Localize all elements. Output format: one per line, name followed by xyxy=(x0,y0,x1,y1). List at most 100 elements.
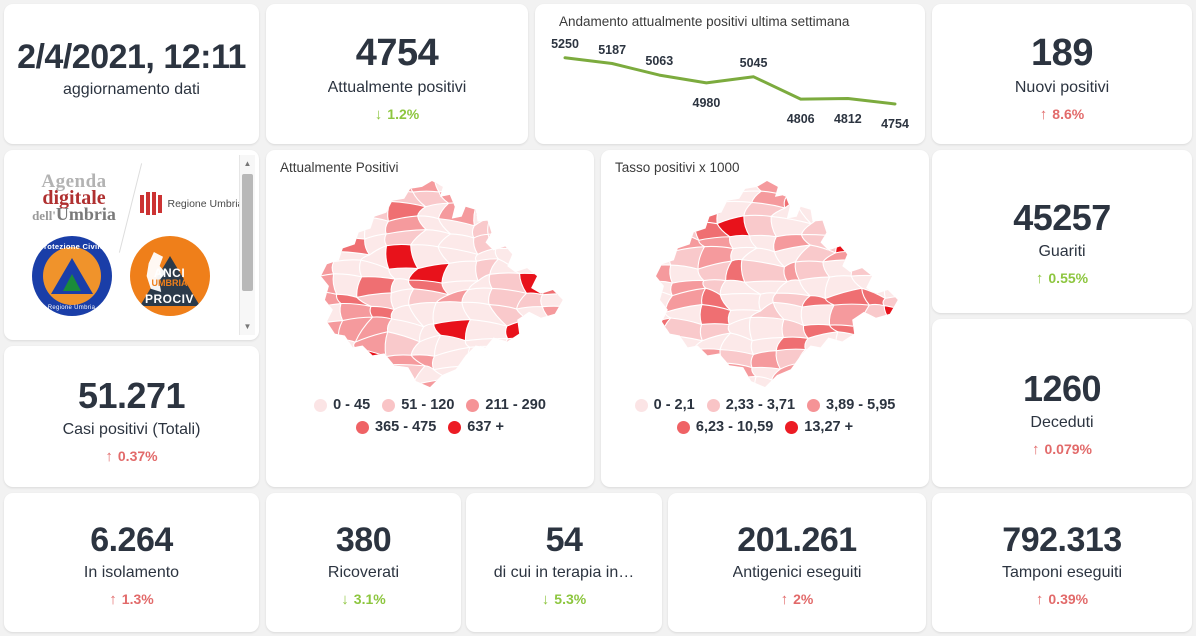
map-region[interactable] xyxy=(615,304,645,326)
map-region[interactable] xyxy=(356,377,390,395)
map-region[interactable] xyxy=(283,234,314,246)
map-region[interactable] xyxy=(636,377,681,395)
map-region[interactable] xyxy=(883,305,915,326)
map-region[interactable] xyxy=(489,203,529,225)
map-region[interactable] xyxy=(523,337,562,356)
map-region[interactable] xyxy=(548,353,580,370)
map-region[interactable] xyxy=(850,235,892,255)
map-region[interactable] xyxy=(380,177,415,194)
map-region[interactable] xyxy=(541,305,580,328)
map-region[interactable] xyxy=(643,350,680,372)
map-region[interactable] xyxy=(615,279,653,298)
map-region[interactable] xyxy=(850,250,889,267)
map-region[interactable] xyxy=(883,275,915,300)
map-region[interactable] xyxy=(500,382,525,393)
map-region[interactable] xyxy=(822,177,862,196)
map-region[interactable] xyxy=(280,365,314,379)
map-region[interactable] xyxy=(301,177,346,196)
map-region[interactable] xyxy=(876,188,915,207)
map-region[interactable] xyxy=(334,339,358,356)
map-region[interactable] xyxy=(520,374,555,395)
map-region[interactable] xyxy=(851,177,892,196)
map-region[interactable] xyxy=(636,367,682,381)
map-region[interactable] xyxy=(666,349,698,373)
map-region[interactable] xyxy=(851,347,893,372)
map-region[interactable] xyxy=(661,377,695,395)
map-region[interactable] xyxy=(524,345,559,370)
map-region[interactable] xyxy=(639,220,677,235)
map-region[interactable] xyxy=(285,263,317,282)
map-region[interactable] xyxy=(887,363,915,386)
map-region[interactable] xyxy=(283,326,309,338)
map-region[interactable] xyxy=(541,275,580,296)
map-region[interactable] xyxy=(615,206,652,223)
map-region[interactable] xyxy=(800,376,843,395)
map-region[interactable] xyxy=(522,222,562,238)
map-region[interactable] xyxy=(460,361,506,387)
map-region[interactable] xyxy=(835,331,865,355)
map-region[interactable] xyxy=(883,203,915,226)
map-region[interactable] xyxy=(833,347,856,372)
map-region[interactable] xyxy=(885,258,913,279)
map-region[interactable] xyxy=(280,218,314,240)
map-region[interactable] xyxy=(827,379,861,395)
map-region[interactable] xyxy=(329,193,369,205)
map-region[interactable] xyxy=(300,320,344,341)
map-region[interactable] xyxy=(829,192,862,209)
map-region[interactable] xyxy=(886,216,915,238)
scroll-up-icon[interactable]: ▲ xyxy=(243,159,252,168)
map-region[interactable] xyxy=(850,259,890,278)
map-region[interactable] xyxy=(646,280,675,297)
map-region[interactable] xyxy=(615,361,646,384)
map-region[interactable] xyxy=(672,186,699,211)
map-region[interactable] xyxy=(299,362,345,387)
map-region[interactable] xyxy=(541,374,580,395)
map-region[interactable] xyxy=(325,217,370,241)
map-region[interactable] xyxy=(467,178,492,192)
map-region[interactable] xyxy=(308,334,340,356)
map-region[interactable] xyxy=(474,188,509,207)
map-region[interactable] xyxy=(280,280,310,296)
map-region[interactable] xyxy=(356,177,386,196)
map-region[interactable] xyxy=(280,177,308,193)
map-region[interactable] xyxy=(540,292,580,309)
map-region[interactable] xyxy=(432,378,478,395)
map-region[interactable] xyxy=(615,349,647,369)
map-region[interactable] xyxy=(879,382,914,395)
map-region[interactable] xyxy=(875,177,915,194)
map-positivi-regions[interactable] xyxy=(280,177,580,395)
map-region[interactable] xyxy=(824,202,863,223)
map-region[interactable] xyxy=(797,362,842,381)
map-region[interactable] xyxy=(280,346,313,370)
map-region[interactable] xyxy=(332,177,368,196)
map-region[interactable] xyxy=(409,177,440,194)
map-region[interactable] xyxy=(467,345,509,367)
map-positivi-canvas[interactable] xyxy=(280,177,580,395)
map-region[interactable] xyxy=(848,380,890,395)
map-tasso-canvas[interactable] xyxy=(615,177,915,395)
map-region[interactable] xyxy=(300,192,335,209)
map-region[interactable] xyxy=(384,380,426,395)
map-region[interactable] xyxy=(770,376,812,395)
map-region[interactable] xyxy=(669,177,697,196)
map-region[interactable] xyxy=(550,199,580,227)
map-region[interactable] xyxy=(557,234,571,254)
map-region[interactable] xyxy=(889,319,915,343)
map-region[interactable] xyxy=(615,186,652,208)
map-tasso-regions[interactable] xyxy=(615,177,915,395)
map-region[interactable] xyxy=(302,202,345,224)
map-region[interactable] xyxy=(460,383,506,395)
map-region[interactable] xyxy=(306,273,338,295)
map-region[interactable] xyxy=(859,221,892,239)
map-region[interactable] xyxy=(280,335,313,351)
map-region[interactable] xyxy=(619,337,646,355)
map-region[interactable] xyxy=(688,362,735,381)
map-region[interactable] xyxy=(488,186,529,207)
map-region[interactable] xyxy=(464,338,510,349)
map-region[interactable] xyxy=(299,350,342,371)
map-region[interactable] xyxy=(490,345,533,369)
map-region[interactable] xyxy=(637,231,677,253)
map-region[interactable] xyxy=(833,364,855,382)
map-region[interactable] xyxy=(647,186,677,208)
map-region[interactable] xyxy=(487,216,534,235)
